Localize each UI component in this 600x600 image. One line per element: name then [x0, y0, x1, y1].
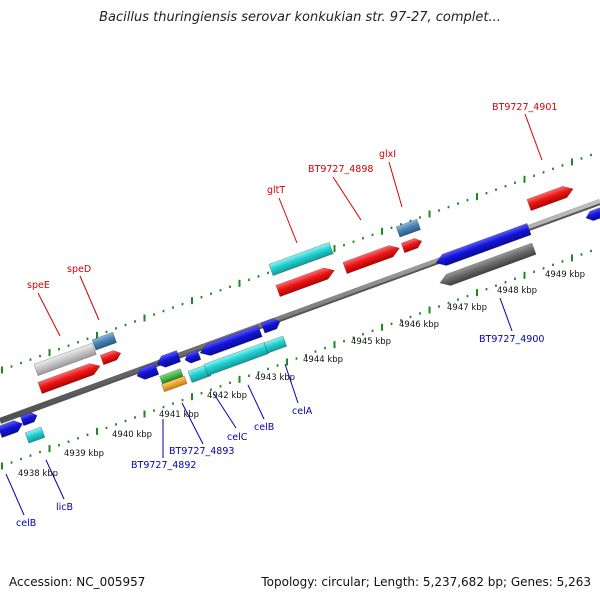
- callout-line: [388, 161, 403, 208]
- gene-labels-lower: celB licB BT9727_4892 BT9727_4893 celC c…: [16, 334, 544, 529]
- callout-line: [499, 297, 513, 332]
- scale-label: 4939 kbp: [64, 449, 104, 459]
- gene-feature: [24, 426, 46, 444]
- scale-label: 4942 kbp: [207, 391, 247, 401]
- scale-label: 4943 kbp: [255, 373, 295, 383]
- gene-label-celc[interactable]: celC: [227, 432, 248, 443]
- scale-label: 4940 kbp: [112, 430, 152, 440]
- gene-feature: [275, 267, 335, 298]
- scale-label: 4946 kbp: [399, 320, 439, 330]
- accession-text: Accession: NC_005957: [9, 575, 145, 589]
- callout-line: [79, 275, 100, 321]
- callout-line: [247, 384, 265, 420]
- gene-feature: [199, 325, 263, 356]
- scale-label: 4949 kbp: [545, 270, 585, 280]
- gene-feature: [33, 342, 97, 377]
- scale-label: 4947 kbp: [447, 303, 487, 313]
- scale-labels: 4938 kbp 4939 kbp 4940 kbp 4941 kbp 4942…: [18, 270, 585, 479]
- gene-feature: [99, 350, 122, 366]
- gene-feature: [37, 363, 101, 395]
- gene-label-cela[interactable]: celA: [292, 406, 313, 417]
- gene-label-spee[interactable]: speE: [27, 280, 50, 291]
- label-callouts: [5, 113, 543, 516]
- gene-label-bt9727-4900[interactable]: BT9727_4900: [479, 334, 544, 345]
- gene-label-glxi[interactable]: glxI: [379, 149, 396, 160]
- gene-feature: [435, 223, 532, 266]
- gene-feature: [184, 349, 202, 364]
- callout-line: [524, 113, 543, 161]
- gene-feature: [260, 318, 281, 334]
- gene-feature: [136, 362, 160, 380]
- gene-label-gltt[interactable]: gltT: [267, 185, 285, 196]
- scale-label: 4938 kbp: [18, 469, 58, 479]
- gene-feature: [400, 238, 423, 254]
- scale-label: 4944 kbp: [303, 355, 343, 365]
- gene-feature: [0, 420, 23, 439]
- gene-label-bt9727-4892[interactable]: BT9727_4892: [131, 460, 196, 471]
- callout-line: [332, 176, 362, 221]
- gene-feature: [268, 242, 334, 277]
- callout-line: [278, 197, 298, 244]
- gene-feature: [156, 350, 182, 368]
- gene-feature: [342, 245, 400, 275]
- gene-label-bt9727-4893[interactable]: BT9727_4893: [169, 446, 234, 457]
- gene-feature: [187, 364, 212, 384]
- lower-tick-track: [1, 249, 592, 470]
- gene-label-celb-left[interactable]: celB: [16, 518, 36, 529]
- gene-label-bt9727-4898[interactable]: BT9727_4898: [308, 164, 373, 175]
- scale-label: 4941 kbp: [159, 410, 199, 420]
- topology-summary: Topology: circular; Length: 5,237,682 bp…: [260, 575, 591, 589]
- gene-labels-upper: speE speD gltT BT9727_4898 glxI BT9727_4…: [27, 102, 557, 291]
- callout-line: [5, 473, 25, 516]
- scale-label: 4945 kbp: [351, 337, 391, 347]
- callout-line: [213, 393, 237, 429]
- gene-feature: [161, 375, 188, 393]
- gene-label-celb[interactable]: celB: [254, 422, 274, 433]
- callout-line: [284, 363, 299, 404]
- gene-feature: [263, 335, 288, 354]
- callout-line: [181, 402, 204, 445]
- upper-tick-track: [1, 153, 592, 374]
- gene-feature: [159, 368, 184, 385]
- gene-label-licb[interactable]: licB: [56, 502, 73, 513]
- map-title: Bacillus thuringiensis serovar konkukian…: [99, 10, 501, 25]
- gene-feature: [526, 186, 574, 212]
- gene-feature: [91, 331, 117, 351]
- scale-label: 4948 kbp: [497, 286, 537, 296]
- gene-feature: [203, 342, 269, 377]
- gene-feature: [395, 218, 421, 238]
- gene-feature: [19, 412, 38, 427]
- gene-features: [0, 186, 600, 444]
- callout-line: [45, 459, 65, 500]
- gene-label-sped[interactable]: speD: [67, 264, 91, 275]
- gene-feature: [439, 242, 537, 286]
- callout-line: [37, 292, 61, 337]
- gene-label-bt9727-4901[interactable]: BT9727_4901: [492, 102, 557, 113]
